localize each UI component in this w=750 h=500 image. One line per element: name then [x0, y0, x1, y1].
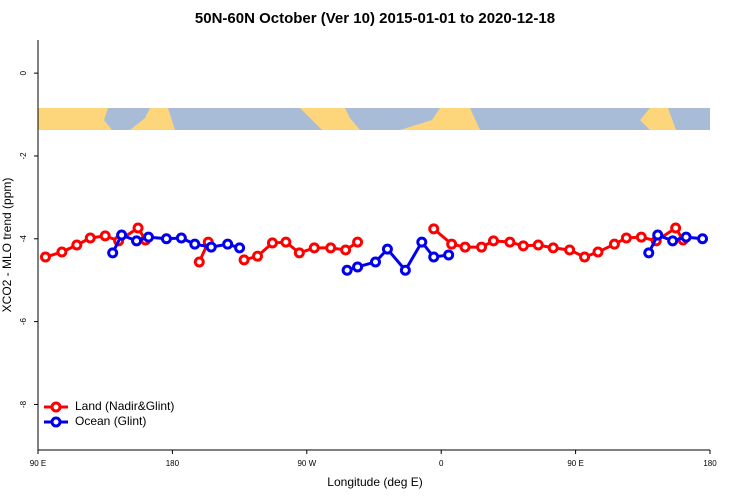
- x-tick-label: 180: [166, 459, 180, 468]
- data-point: [340, 244, 352, 256]
- data-point: [532, 239, 544, 251]
- data-point: [352, 261, 364, 273]
- x-tick-label: 90 W: [297, 459, 316, 468]
- data-point: [189, 238, 201, 250]
- data-point: [160, 233, 172, 245]
- y-tick-label: -8: [19, 400, 28, 408]
- series-line: [111, 233, 241, 254]
- data-point: [39, 251, 51, 263]
- data-point: [222, 238, 234, 250]
- data-point: [428, 251, 440, 263]
- data-point: [620, 232, 632, 244]
- data-point: [446, 238, 458, 250]
- x-tick-label: 90 E: [567, 459, 583, 468]
- chart-title: 50N-60N October (Ver 10) 2015-01-01 to 2…: [195, 10, 555, 27]
- data-point: [547, 242, 559, 254]
- x-tick-label: 0: [439, 459, 444, 468]
- data-point: [399, 264, 411, 276]
- data-point: [71, 239, 83, 251]
- data-point: [132, 222, 144, 234]
- data-point: [476, 241, 488, 253]
- data-point: [670, 222, 682, 234]
- legend-label: Ocean (Glint): [75, 414, 146, 428]
- y-tick-label: -6: [19, 318, 28, 326]
- data-point: [416, 236, 428, 248]
- data-point: [369, 256, 381, 268]
- data-point: [667, 235, 679, 247]
- y-tick-label: -4: [19, 235, 28, 243]
- y-axis-label: XCO2 - MLO trend (ppm): [0, 178, 14, 313]
- data-point: [143, 231, 155, 243]
- data-point: [205, 241, 217, 253]
- data-point: [428, 223, 440, 235]
- data-point: [84, 232, 96, 244]
- x-axis-label: Longitude (deg E): [327, 475, 422, 489]
- data-point: [504, 236, 516, 248]
- data-point: [352, 236, 364, 248]
- data-point: [459, 241, 471, 253]
- data-point: [564, 244, 576, 256]
- data-point: [131, 235, 143, 247]
- data-point: [487, 235, 499, 247]
- data-point: [308, 242, 320, 254]
- x-tick-label: 180: [703, 459, 717, 468]
- data-point: [56, 246, 68, 258]
- data-point: [443, 249, 455, 261]
- y-tick-label: 0: [19, 70, 28, 75]
- map-strip: [38, 108, 710, 130]
- data-point: [280, 236, 292, 248]
- data-point: [341, 264, 353, 276]
- data-point: [99, 230, 111, 242]
- data-point: [107, 247, 119, 259]
- legend-label: Land (Nadir&Glint): [75, 399, 174, 413]
- data-point: [643, 247, 655, 259]
- data-point: [325, 242, 337, 254]
- data-point: [266, 237, 278, 249]
- legend-marker: [50, 401, 62, 413]
- data-point: [238, 254, 250, 266]
- data-point: [517, 240, 529, 252]
- data-point: [652, 229, 664, 241]
- data-point: [592, 246, 604, 258]
- data-point: [697, 233, 709, 245]
- data-point: [175, 232, 187, 244]
- data-point: [193, 256, 205, 268]
- x-tick-label: 90 E: [30, 459, 46, 468]
- data-point: [579, 251, 591, 263]
- y-tick-label: -2: [19, 152, 28, 160]
- data-point: [252, 250, 264, 262]
- data-point: [635, 231, 647, 243]
- data-point: [680, 231, 692, 243]
- data-point: [234, 242, 246, 254]
- data-point: [381, 243, 393, 255]
- data-point: [608, 238, 620, 250]
- data-point: [293, 247, 305, 259]
- legend-marker: [50, 416, 62, 428]
- data-point: [116, 229, 128, 241]
